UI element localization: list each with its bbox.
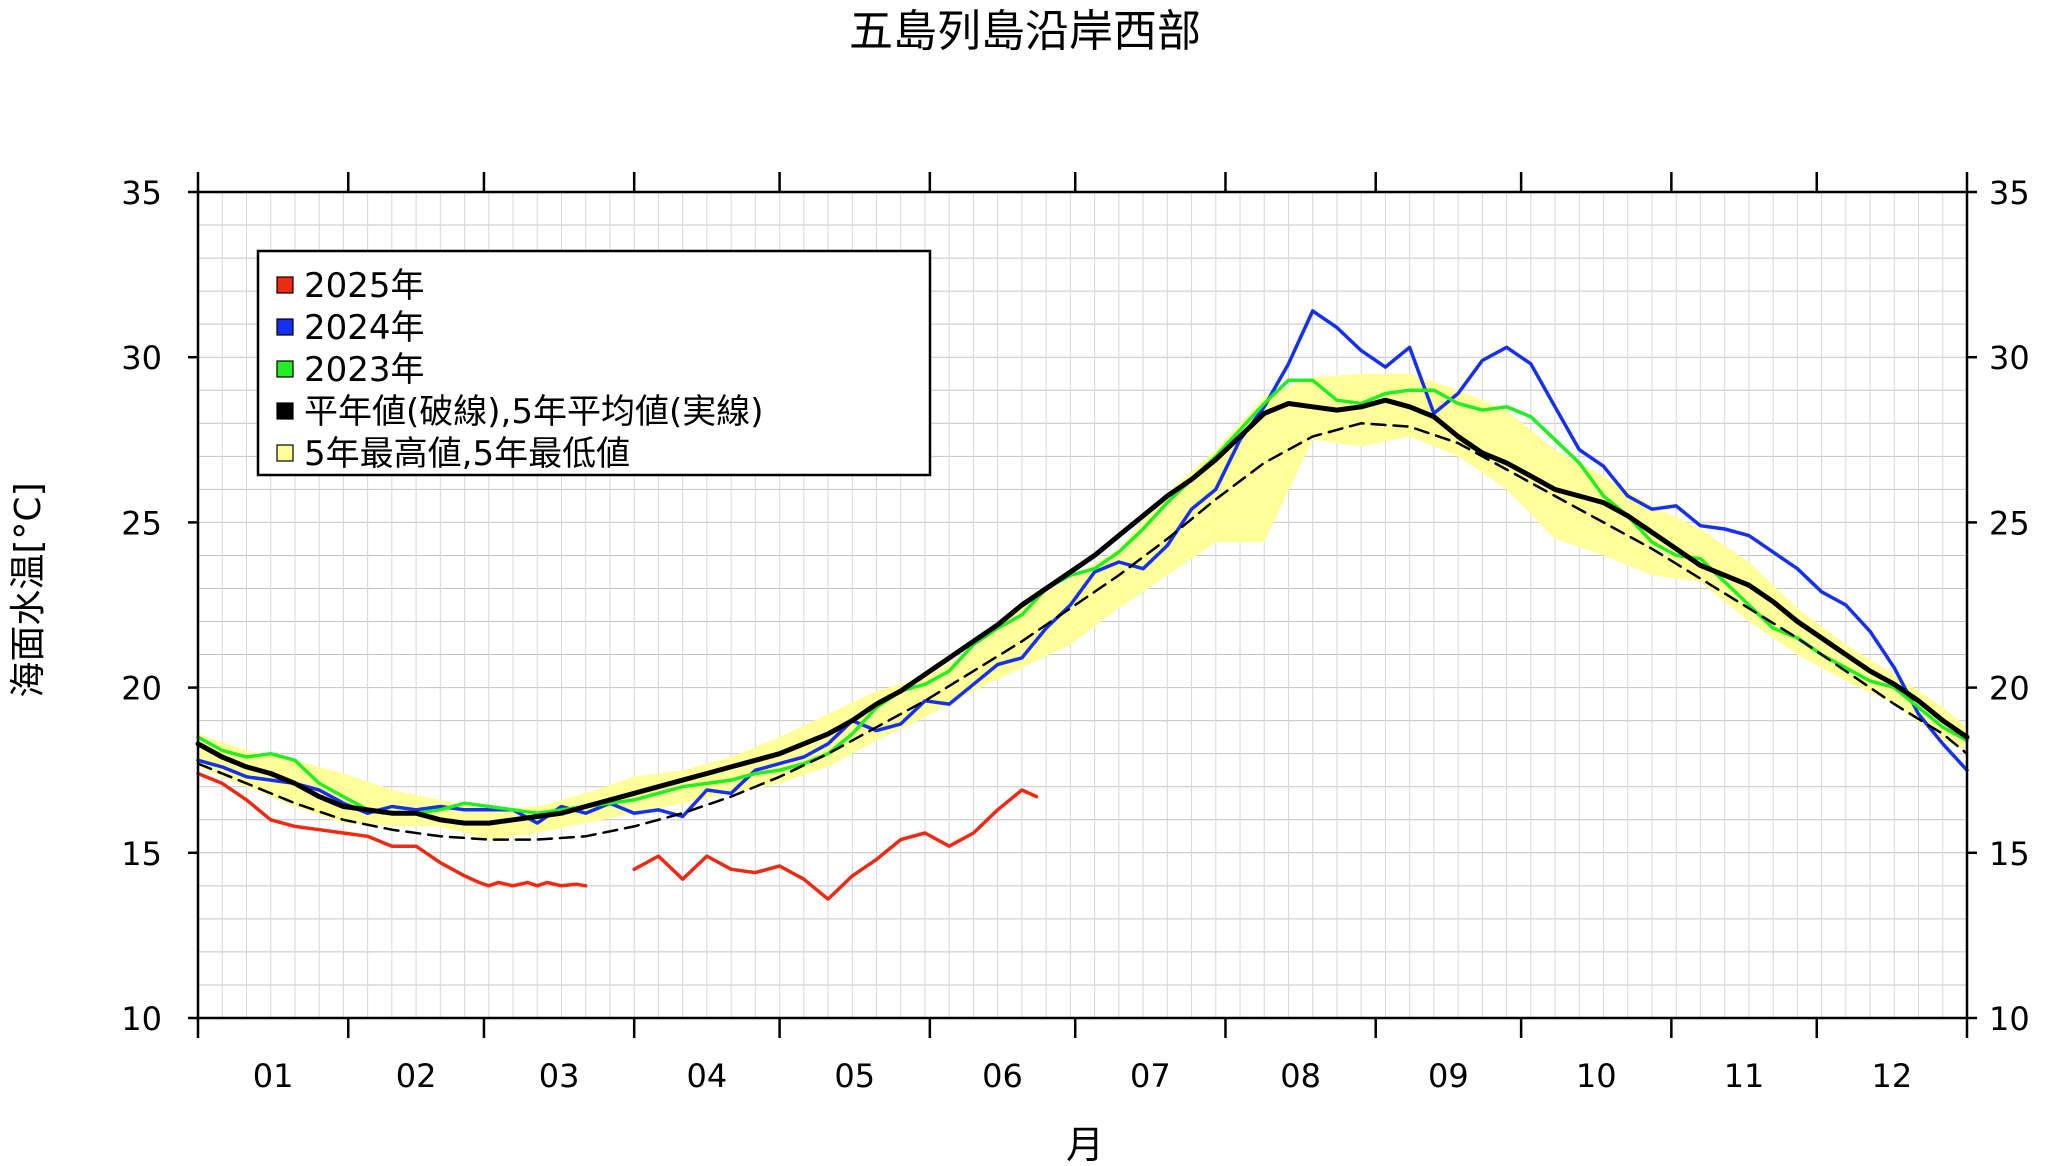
legend: 2025年2024年2023年平年値(破線),5年平均値(実線)5年最高値,5年… [256, 249, 932, 477]
max-min-band [198, 373, 1967, 840]
x-tick-label: 08 [1280, 1057, 1321, 1095]
x-tick-label: 12 [1872, 1057, 1913, 1095]
x-tick-label: 11 [1724, 1057, 1765, 1095]
y-tick-label: 10 [1989, 1000, 2030, 1038]
series-line [196, 422, 1969, 841]
legend-label: 5年最高値,5年最低値 [304, 434, 630, 474]
legend-label: 2023年 [304, 350, 425, 390]
y-axis-label: 海面水温[°C] [8, 482, 49, 697]
legend-box [256, 249, 932, 477]
legend-label: 平年値(破線),5年平均値(実線) [304, 392, 764, 432]
y-tick-label: 20 [121, 670, 162, 708]
x-tick-label: 07 [1130, 1057, 1171, 1095]
chart-title: 五島列島沿岸西部 [849, 6, 1201, 57]
yellow-swatch [276, 444, 294, 462]
series-line [196, 309, 1969, 825]
black-swatch [276, 402, 294, 420]
legend-label: 2025年 [304, 266, 425, 306]
x-tick-label: 01 [253, 1057, 294, 1095]
y-tick-label: 35 [121, 174, 162, 212]
y-tick-label: 15 [1989, 835, 2030, 873]
y-tick-label: 25 [1989, 504, 2030, 542]
x-tick-label: 04 [687, 1057, 728, 1095]
blue-swatch [276, 318, 294, 336]
green-swatch [276, 360, 294, 378]
x-tick-label: 09 [1428, 1057, 1469, 1095]
x-axis-label: 月 [1066, 1123, 1104, 1166]
y-tick-label: 10 [121, 1000, 162, 1038]
x-tick-label: 03 [539, 1057, 580, 1095]
series-line [196, 771, 1039, 901]
x-tick-label: 10 [1576, 1057, 1617, 1095]
legend-label: 2024年 [304, 308, 425, 348]
y-tick-label: 30 [121, 339, 162, 377]
plot-area: 10 10 15 15 20 20 25 25 30 30 35 35 01 02 03 04 05 06 07 08… [121, 172, 2030, 1095]
plot-frame [196, 190, 1969, 1020]
x-tick-label: 05 [834, 1057, 875, 1095]
y-tick-label: 25 [121, 504, 162, 542]
y-tick-label: 20 [1989, 670, 2030, 708]
y-tick-label: 35 [1989, 174, 2030, 212]
y-tick-label: 30 [1989, 339, 2030, 377]
red-swatch [276, 276, 294, 294]
x-tick-label: 06 [982, 1057, 1023, 1095]
x-tick-label: 02 [396, 1057, 437, 1095]
series-line [196, 378, 1969, 815]
series-line [195, 397, 1970, 826]
y-tick-label: 15 [121, 835, 162, 873]
